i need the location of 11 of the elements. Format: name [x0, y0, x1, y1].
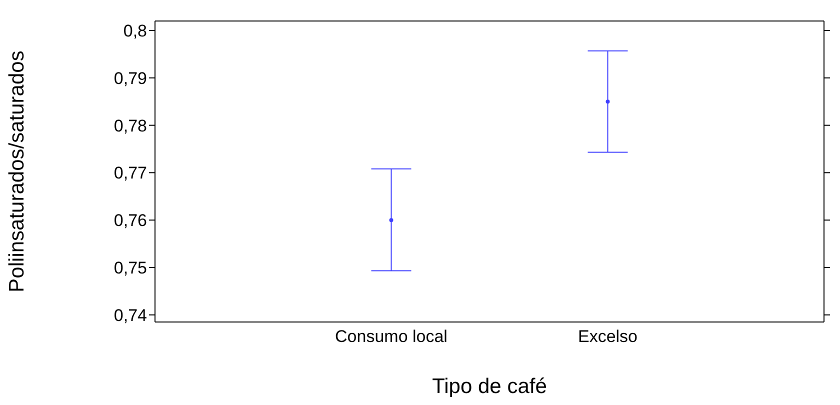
y-axis-title: Poliinsaturados/saturados [5, 50, 28, 292]
y-tick-label: 0,74 [114, 306, 147, 325]
y-tick-label: 0,79 [114, 68, 147, 88]
y-tick-label: 0,76 [114, 211, 147, 230]
y-tick-label: 0,8 [123, 22, 147, 41]
y-tick-label: 0,75 [114, 258, 147, 278]
y-tick-label: 0,77 [114, 164, 147, 183]
x-axis-title: Tipo de café [432, 375, 547, 398]
y-tick-label: 0,78 [114, 116, 147, 136]
x-tick-label: Excelso [578, 327, 638, 346]
x-tick-label: Consumo local [335, 327, 448, 346]
